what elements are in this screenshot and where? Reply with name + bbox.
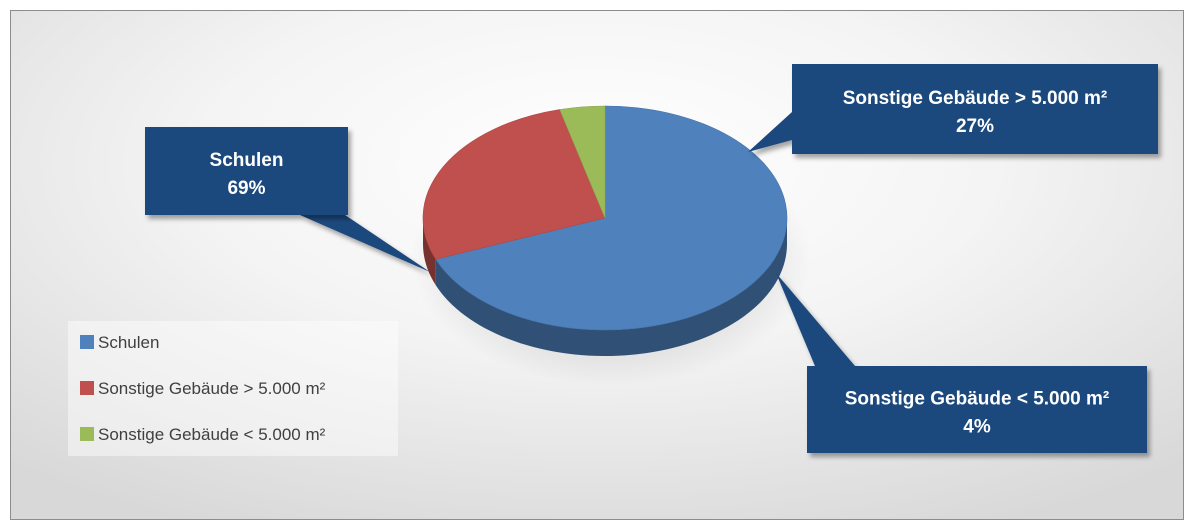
legend-label-3: Sonstige Gebäude < 5.000 m² (98, 425, 326, 444)
callout-pointer-1 (300, 215, 430, 272)
pie-slice-3 (559, 105, 606, 219)
data-label-name-3: Sonstige Gebäude < 5.000 m² (845, 389, 1110, 410)
data-label-callouts: Schulen 69% Sonstige Gebäude > 5.000 m² 27%… (145, 64, 1158, 453)
callout-1: Schulen 69% (145, 127, 430, 272)
data-label-name-1: Schulen (210, 150, 284, 171)
pie-slice-2 (422, 109, 606, 260)
pie-slice-side-2 (423, 218, 436, 286)
data-label-percent-2: 27% (956, 116, 994, 137)
pie-slices (411, 105, 811, 386)
callout-2: Sonstige Gebäude > 5.000 m² 27% (748, 64, 1158, 154)
data-label-percent-3: 4% (963, 417, 991, 438)
callout-box-1 (145, 127, 348, 215)
legend-label-2: Sonstige Gebäude > 5.000 m² (98, 379, 326, 398)
callout-box-2 (792, 64, 1158, 154)
legend-label-1: Schulen (98, 333, 159, 352)
callout-3: Sonstige Gebäude < 5.000 m² 4% (776, 273, 1147, 453)
legend: Schulen Sonstige Gebäude > 5.000 m² Sonsti… (80, 333, 326, 444)
legend-swatch-3 (80, 427, 94, 441)
callout-pointer-3 (776, 273, 855, 366)
data-label-percent-1: 69% (227, 178, 265, 199)
callout-box-3 (807, 366, 1147, 453)
pie-slice-side-1 (435, 218, 787, 356)
legend-swatch-2 (80, 381, 94, 395)
legend-swatch-1 (80, 335, 94, 349)
callout-pointer-2 (748, 112, 792, 152)
pie-slice-1 (435, 105, 788, 331)
data-label-name-2: Sonstige Gebäude > 5.000 m² (843, 88, 1108, 109)
legend-box (68, 321, 398, 456)
